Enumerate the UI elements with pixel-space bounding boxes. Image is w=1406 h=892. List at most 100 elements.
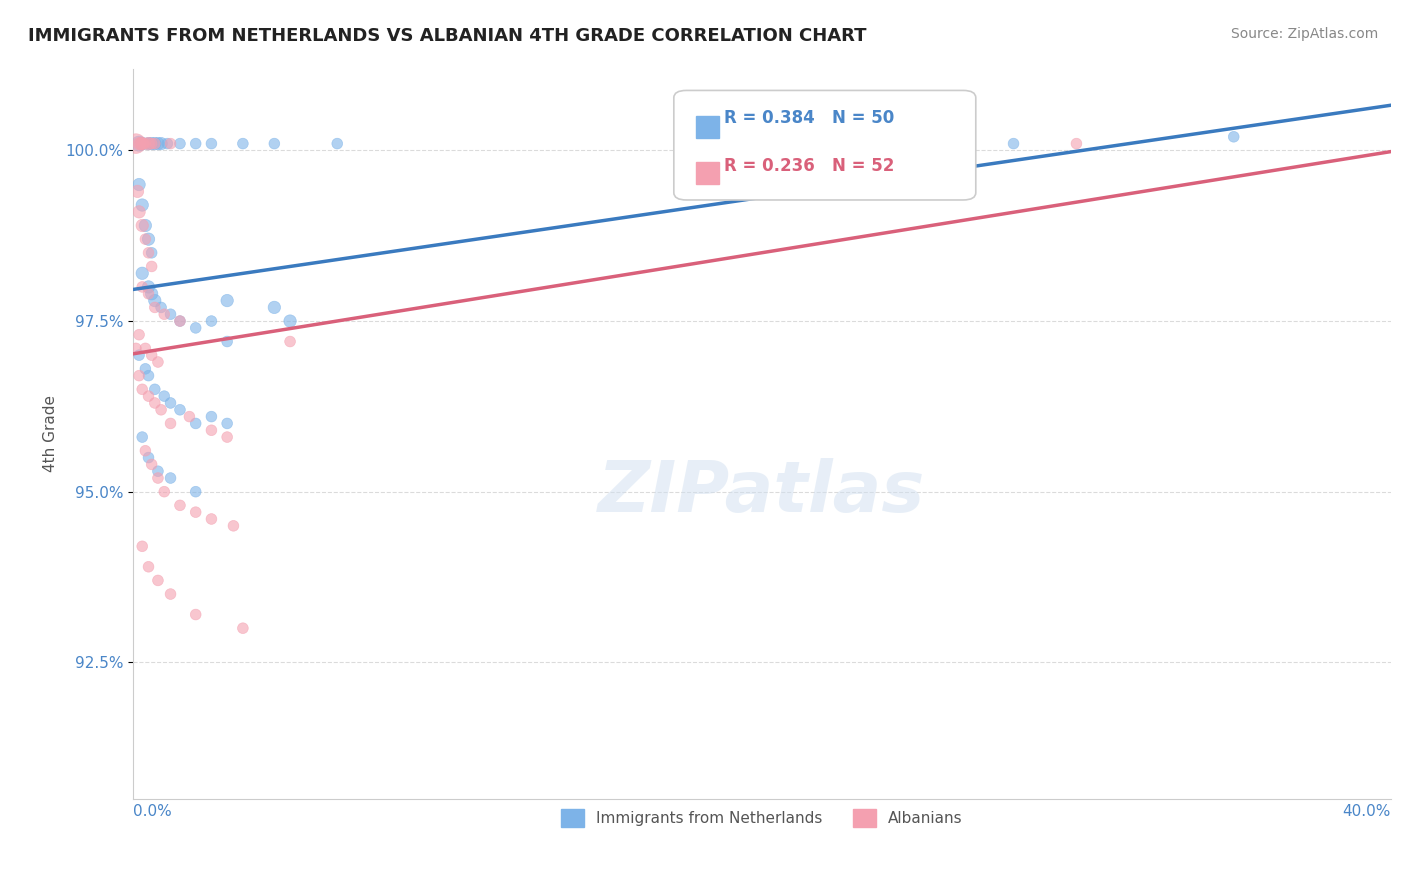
Point (128, 178, 150, 192)
Point (150, 301, 173, 315)
Point (138, 136, 160, 151)
Point (134, 219, 156, 233)
Point (134, 136, 156, 151)
Point (138, 389, 160, 403)
Point (200, 314, 222, 328)
FancyBboxPatch shape (696, 162, 718, 184)
Point (134, 361, 156, 376)
Point (138, 286, 160, 301)
Point (159, 307, 181, 321)
Point (263, 136, 285, 151)
Point (169, 402, 191, 417)
Point (131, 539, 153, 553)
Point (232, 621, 254, 635)
Point (125, 136, 148, 151)
Text: IMMIGRANTS FROM NETHERLANDS VS ALBANIAN 4TH GRADE CORRELATION CHART: IMMIGRANTS FROM NETHERLANDS VS ALBANIAN … (28, 27, 866, 45)
Point (138, 136, 160, 151)
Text: 40.0%: 40.0% (1343, 804, 1391, 819)
Point (141, 136, 163, 151)
Point (169, 499, 191, 513)
Point (143, 382, 166, 396)
Point (263, 301, 285, 315)
Point (150, 402, 173, 417)
Point (128, 348, 150, 362)
Point (217, 293, 239, 308)
Point (146, 471, 169, 485)
Y-axis label: 4th Grade: 4th Grade (44, 395, 58, 472)
Text: ZIPatlas: ZIPatlas (598, 458, 925, 526)
Point (143, 293, 166, 308)
Text: R = 0.236   N = 52: R = 0.236 N = 52 (724, 157, 894, 175)
Point (200, 409, 222, 424)
Point (200, 512, 222, 526)
Point (131, 266, 153, 280)
Point (184, 505, 207, 519)
Point (138, 368, 160, 383)
Point (125, 342, 148, 356)
Point (131, 198, 153, 212)
Point (132, 136, 155, 151)
Point (169, 136, 191, 151)
Point (134, 136, 156, 151)
Point (134, 342, 156, 356)
Point (156, 136, 179, 151)
Point (184, 136, 207, 151)
Point (141, 348, 163, 362)
Point (184, 607, 207, 622)
Point (138, 245, 160, 260)
Point (153, 484, 176, 499)
Text: R = 0.384   N = 50: R = 0.384 N = 50 (724, 110, 894, 128)
Point (141, 260, 163, 274)
Point (141, 286, 163, 301)
Text: Source: ZipAtlas.com: Source: ZipAtlas.com (1230, 27, 1378, 41)
Point (128, 327, 150, 342)
Point (128, 205, 150, 219)
Point (138, 559, 160, 574)
Point (134, 443, 156, 458)
Point (159, 471, 181, 485)
Point (217, 417, 239, 431)
Point (184, 484, 207, 499)
Point (143, 396, 166, 410)
Point (184, 321, 207, 335)
Point (326, 136, 349, 151)
Point (1066, 136, 1088, 151)
Point (141, 245, 163, 260)
Point (150, 136, 173, 151)
Point (200, 423, 222, 437)
Point (141, 136, 163, 151)
Point (278, 314, 301, 328)
Point (169, 314, 191, 328)
Text: 0.0%: 0.0% (132, 804, 172, 819)
Point (222, 518, 245, 533)
Point (278, 334, 301, 349)
Point (143, 136, 166, 151)
Point (184, 417, 207, 431)
Legend: Immigrants from Netherlands, Albanians: Immigrants from Netherlands, Albanians (554, 801, 970, 835)
Point (159, 136, 181, 151)
Point (146, 136, 169, 151)
Point (146, 464, 169, 478)
Point (131, 219, 153, 233)
Point (159, 587, 181, 601)
Point (131, 430, 153, 444)
Point (134, 232, 156, 246)
Point (138, 280, 160, 294)
Point (131, 136, 153, 151)
Point (159, 417, 181, 431)
Point (153, 389, 176, 403)
FancyBboxPatch shape (696, 116, 718, 138)
Point (128, 368, 150, 383)
Point (127, 185, 149, 199)
Point (128, 136, 150, 151)
Point (169, 314, 191, 328)
Point (131, 136, 153, 151)
Point (143, 136, 166, 151)
Point (814, 144, 837, 158)
Point (217, 334, 239, 349)
Point (153, 307, 176, 321)
Point (200, 136, 222, 151)
Point (217, 430, 239, 444)
Point (159, 396, 181, 410)
Point (232, 136, 254, 151)
